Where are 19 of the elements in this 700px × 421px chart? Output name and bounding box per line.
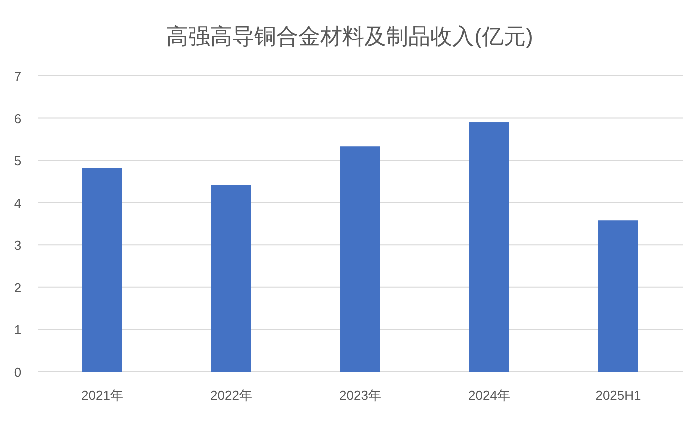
bar [470,122,510,372]
bar [598,220,638,372]
y-tick-label: 3 [14,238,22,254]
y-tick-label: 5 [14,154,22,169]
x-tick-label: 2025H1 [596,388,642,403]
x-tick-label: 2022年 [210,388,252,403]
bar [212,185,252,372]
x-tick-label: 2021年 [82,388,124,403]
y-tick-label: 4 [14,196,22,211]
chart-title: 高强高导铜合金材料及制品收入(亿元) [166,24,534,49]
bar [340,146,380,372]
bar [82,168,122,372]
y-tick-label: 6 [14,111,22,126]
x-tick-label: 2023年 [340,388,382,403]
x-tick-label: 2024年 [468,388,510,403]
y-tick-label: 0 [14,365,22,380]
y-tick-label: 2 [14,280,22,296]
y-tick-label: 1 [14,322,22,338]
y-tick-label: 7 [14,69,22,84]
